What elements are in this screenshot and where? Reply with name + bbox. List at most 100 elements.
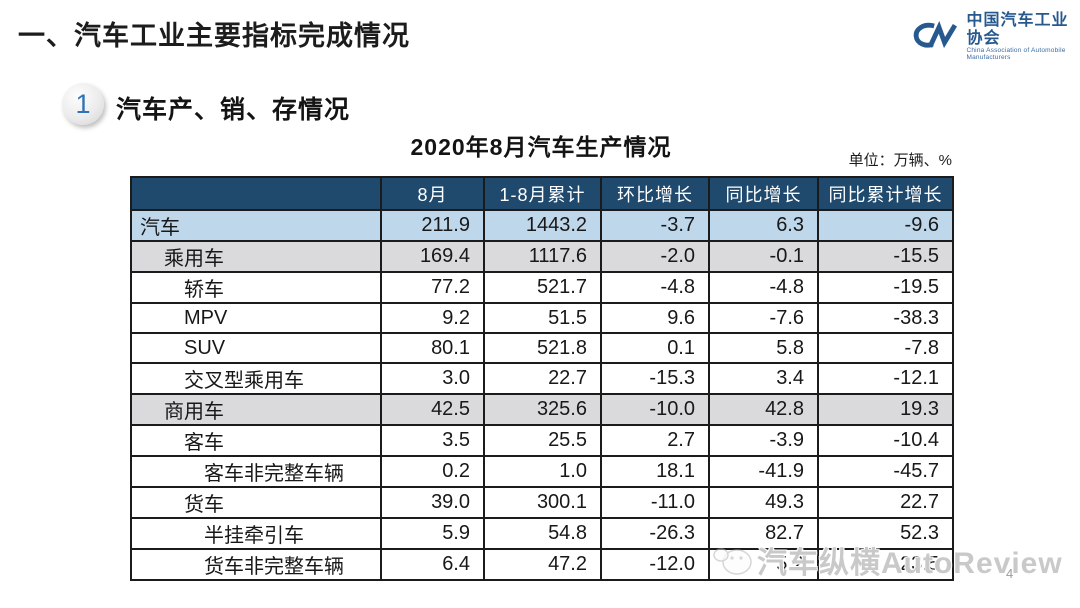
table-cell: -7.8 <box>817 332 954 364</box>
column-header-3: 环比增长 <box>600 176 710 211</box>
table-cell: 211.9 <box>380 209 485 242</box>
table-cell: 169.4 <box>380 240 485 273</box>
caam-cm-icon <box>913 20 958 48</box>
row-label: 半挂牵引车 <box>130 517 382 550</box>
page-number: 4 <box>1006 566 1014 581</box>
table-cell: 3.5 <box>380 424 485 457</box>
section-number-badge: 1 <box>62 83 104 125</box>
table-body: 汽车 211.9 1443.2 -3.7 6.3 -9.6 乘用车 169.4 1117.6 -2… <box>130 209 954 581</box>
table-cell: 23.5 <box>817 548 954 581</box>
table-cell: -38.3 <box>817 302 954 334</box>
table-cell: 0.2 <box>380 455 485 488</box>
column-header-1: 8月 <box>380 176 485 211</box>
column-header-4: 同比增长 <box>708 176 819 211</box>
row-label: MPV <box>130 302 382 334</box>
table-cell: -10.4 <box>817 424 954 457</box>
caam-logo-text: 中国汽车工业协会 China Association of Automobile… <box>966 12 1080 61</box>
table-cell: 5.8 <box>708 332 819 364</box>
table-cell: 521.8 <box>483 332 602 364</box>
table-cell: -3.9 <box>708 424 819 457</box>
table-cell: -15.3 <box>600 362 710 395</box>
table-cell: -45.7 <box>817 455 954 488</box>
table-cell: -7.6 <box>708 302 819 334</box>
table-cell: 1443.2 <box>483 209 602 242</box>
table-cell: 1.0 <box>483 455 602 488</box>
table-cell: -19.5 <box>817 271 954 304</box>
table-cell: -15.5 <box>817 240 954 273</box>
row-label: 汽车 <box>130 209 382 242</box>
table-row: 客车非完整车辆 0.2 1.0 18.1 -41.9 -45.7 <box>130 455 954 488</box>
table-cell: 5.2 <box>708 548 819 581</box>
table-cell: -12.1 <box>817 362 954 395</box>
table-row: 乘用车 169.4 1117.6 -2.0 -0.1 -15.5 <box>130 240 954 273</box>
table-cell: 42.8 <box>708 393 819 426</box>
unit-label: 单位：万辆、% <box>848 152 952 169</box>
table-cell: -10.0 <box>600 393 710 426</box>
row-label: 交叉型乘用车 <box>130 362 382 395</box>
table-cell: 1117.6 <box>483 240 602 273</box>
table-cell: 9.6 <box>600 302 710 334</box>
table-cell: 3.4 <box>708 362 819 395</box>
table-row: 货车 39.0 300.1 -11.0 49.3 22.7 <box>130 486 954 519</box>
table-header-row: 8月 1-8月累计 环比增长 同比增长 同比累计增长 <box>130 176 954 211</box>
table-cell: 77.2 <box>380 271 485 304</box>
table-cell: 9.2 <box>380 302 485 334</box>
table-row: 汽车 211.9 1443.2 -3.7 6.3 -9.6 <box>130 209 954 242</box>
production-table: 8月 1-8月累计 环比增长 同比增长 同比累计增长 汽车 211.9 1443.2 -3.7… <box>130 176 954 581</box>
row-label: 客车非完整车辆 <box>130 455 382 488</box>
row-label: 商用车 <box>130 393 382 426</box>
table-cell: -2.0 <box>600 240 710 273</box>
table-cell: 47.2 <box>483 548 602 581</box>
table-cell: 82.7 <box>708 517 819 550</box>
row-label: 货车非完整车辆 <box>130 548 382 581</box>
table-cell: -26.3 <box>600 517 710 550</box>
table-cell: -9.6 <box>817 209 954 242</box>
table-cell: 5.9 <box>380 517 485 550</box>
table-cell: 3.0 <box>380 362 485 395</box>
table-cell: 325.6 <box>483 393 602 426</box>
column-header-0 <box>130 176 382 211</box>
table-row: SUV 80.1 521.8 0.1 5.8 -7.8 <box>130 332 954 364</box>
table-row: 交叉型乘用车 3.0 22.7 -15.3 3.4 -12.1 <box>130 362 954 395</box>
table-cell: 25.5 <box>483 424 602 457</box>
caam-name-cn: 中国汽车工业协会 <box>966 12 1069 47</box>
row-label: 货车 <box>130 486 382 519</box>
table-cell: 22.7 <box>483 362 602 395</box>
row-label: 客车 <box>130 424 382 457</box>
table-cell: 42.5 <box>380 393 485 426</box>
table-cell: 6.4 <box>380 548 485 581</box>
table-row: 商用车 42.5 325.6 -10.0 42.8 19.3 <box>130 393 954 426</box>
caam-name-en: China Association of Automobile Manufact… <box>966 47 1066 62</box>
caam-logo: 中国汽车工业协会 China Association of Automobile… <box>912 12 1080 61</box>
table-cell: 49.3 <box>708 486 819 519</box>
table-cell: 19.3 <box>817 393 954 426</box>
table-cell: 51.5 <box>483 302 602 334</box>
row-label: 轿车 <box>130 271 382 304</box>
table-cell: 2.7 <box>600 424 710 457</box>
table-cell: -12.0 <box>600 548 710 581</box>
table-cell: 52.3 <box>817 517 954 550</box>
table-cell: -4.8 <box>708 271 819 304</box>
table-row: 客车 3.5 25.5 2.7 -3.9 -10.4 <box>130 424 954 457</box>
table-cell: -4.8 <box>600 271 710 304</box>
table-row: MPV 9.2 51.5 9.6 -7.6 -38.3 <box>130 302 954 334</box>
table-cell: 39.0 <box>380 486 485 519</box>
section-title: 汽车产、销、存情况 <box>116 96 351 124</box>
table-cell: 6.3 <box>708 209 819 242</box>
table-cell: 22.7 <box>817 486 954 519</box>
table-cell: 80.1 <box>380 332 485 364</box>
table-cell: -11.0 <box>600 486 710 519</box>
table-row: 货车非完整车辆 6.4 47.2 -12.0 5.2 23.5 <box>130 548 954 581</box>
table-row: 半挂牵引车 5.9 54.8 -26.3 82.7 52.3 <box>130 517 954 550</box>
page-title: 一、汽车工业主要指标完成情况 <box>18 21 410 51</box>
table-cell: 300.1 <box>483 486 602 519</box>
row-label: 乘用车 <box>130 240 382 273</box>
table-cell: 18.1 <box>600 455 710 488</box>
table-cell: 521.7 <box>483 271 602 304</box>
row-label: SUV <box>130 332 382 364</box>
table-cell: 0.1 <box>600 332 710 364</box>
table-title: 2020年8月汽车生产情况 <box>410 134 672 160</box>
table-cell: -3.7 <box>600 209 710 242</box>
column-header-2: 1-8月累计 <box>483 176 602 211</box>
